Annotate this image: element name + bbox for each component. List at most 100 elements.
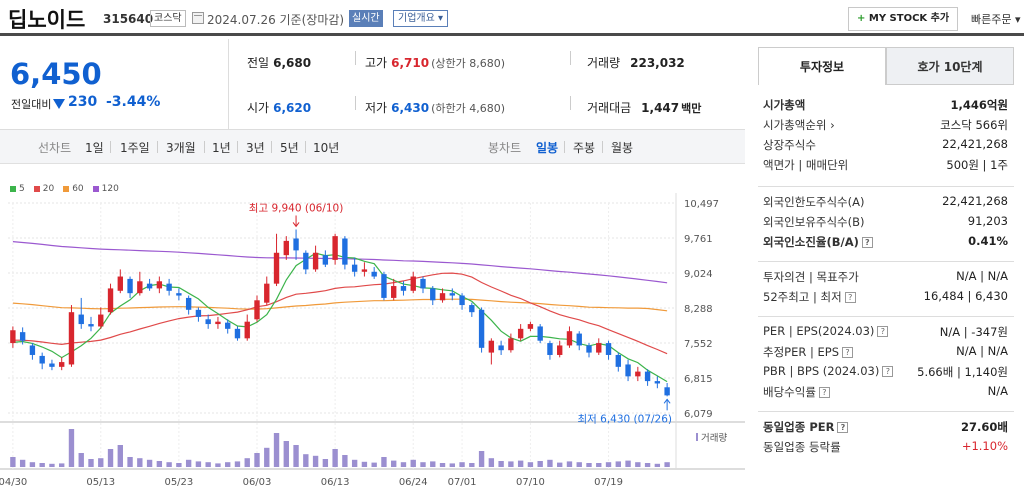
- candle-body: [244, 321, 250, 339]
- volume-bar: [586, 463, 592, 467]
- period-1d[interactable]: 1일: [85, 141, 104, 155]
- period-5y[interactable]: 5년: [280, 141, 299, 155]
- help-icon[interactable]: ?: [882, 366, 894, 377]
- candle-body: [527, 324, 534, 329]
- x-tick-label: 07/19: [594, 477, 623, 488]
- help-icon[interactable]: ?: [842, 347, 854, 358]
- candle-body: [225, 322, 231, 329]
- line-chart-label[interactable]: 선차트: [38, 141, 72, 155]
- candle-weekly[interactable]: 주봉: [573, 141, 596, 155]
- candle-monthly[interactable]: 월봉: [611, 141, 634, 155]
- y-tick-label: 7,552: [684, 339, 713, 350]
- info-key: PBR | BPS (2024.03)?: [763, 364, 894, 378]
- candle-body: [391, 286, 397, 298]
- volume-bar: [576, 462, 582, 467]
- volume-bar: [68, 429, 75, 467]
- period-1y[interactable]: 1년: [212, 141, 231, 155]
- help-icon[interactable]: ?: [861, 237, 873, 248]
- info-value: 500원 | 1주: [946, 158, 1008, 172]
- volume-bar: [322, 459, 329, 467]
- reference-date: 2024.07.26 기준(장마감): [207, 13, 345, 27]
- info-value: +1.10%: [961, 439, 1008, 453]
- tab-investment-info[interactable]: 투자정보: [758, 47, 886, 85]
- candle-body: [478, 309, 485, 348]
- candle-body: [264, 283, 270, 303]
- info-key: 동일업종 등락률: [763, 439, 841, 455]
- candle-daily[interactable]: 일봉: [536, 141, 559, 155]
- info-value: 22,421,268: [942, 194, 1008, 208]
- candle-body: [312, 252, 319, 270]
- legend-swatch: [92, 185, 99, 192]
- info-row: 배당수익률? N/A: [758, 382, 1018, 402]
- volume-bar: [478, 451, 485, 467]
- period-10y[interactable]: 10년: [313, 141, 340, 155]
- ma20-line: [12, 272, 668, 355]
- help-icon[interactable]: ?: [844, 292, 856, 303]
- divider: [110, 141, 111, 153]
- candle-body: [215, 321, 221, 325]
- legend-item-ma20[interactable]: 20: [33, 184, 54, 194]
- volume-bar: [293, 445, 299, 467]
- volume-bar: [439, 463, 446, 467]
- candle-body: [195, 309, 202, 317]
- stock-name[interactable]: 딥노이드: [8, 8, 86, 32]
- low-price: 저가 6,430 (하한가 4,680): [365, 99, 505, 116]
- legend-item-ma5[interactable]: 5: [10, 184, 25, 194]
- candle-body: [68, 312, 75, 365]
- candle-body: [283, 240, 289, 256]
- info-value: 22,421,268: [942, 137, 1008, 151]
- candle-body: [29, 345, 36, 355]
- candle-body: [420, 278, 426, 289]
- tab-order-book[interactable]: 호가 10단계: [886, 47, 1014, 85]
- candle-body: [371, 271, 377, 277]
- period-3y[interactable]: 3년: [246, 141, 265, 155]
- change-percent: -3.44%: [106, 94, 161, 110]
- info-row: 외국인보유주식수(B) 91,203: [758, 212, 1018, 232]
- period-1w[interactable]: 1주일: [120, 141, 150, 155]
- candlestick-chart[interactable]: 10,497 9,761 9,024 8,288 7,552 6,815 6,079 04/3…: [0, 165, 745, 493]
- realtime-button[interactable]: 실시간: [349, 10, 383, 27]
- volume-bar: [557, 462, 563, 467]
- legend-item-ma120[interactable]: 120: [92, 184, 119, 194]
- candle-body: [137, 281, 143, 294]
- candle-body: [127, 278, 133, 294]
- legend-item-ma60[interactable]: 60: [63, 184, 84, 194]
- candle-body: [254, 300, 260, 320]
- change-label: 전일대비: [11, 98, 52, 111]
- info-value: 1,446억원: [950, 98, 1008, 112]
- x-tick-label: 04/30: [0, 477, 27, 488]
- help-icon[interactable]: ?: [877, 326, 889, 337]
- low-arrowhead-icon: [663, 398, 671, 404]
- info-value: 0.41%: [968, 234, 1008, 248]
- volume-bar: [39, 463, 45, 467]
- volume-bar: [664, 462, 670, 467]
- info-key: 투자의견 | 목표주가: [763, 269, 859, 285]
- divider: [758, 186, 1014, 187]
- volume-bar: [654, 463, 661, 467]
- period-3m[interactable]: 3개월: [166, 141, 196, 155]
- info-group: 투자의견 | 목표주가 N/A | N/A 52주최고 | 최저? 16,484 | …: [758, 267, 1018, 307]
- help-icon[interactable]: ?: [837, 422, 849, 433]
- candle-body: [361, 269, 368, 272]
- volume-bar: [273, 433, 280, 467]
- candle-body: [322, 255, 329, 265]
- company-overview-dropdown[interactable]: 기업개요 ▾: [393, 10, 448, 27]
- help-icon[interactable]: ?: [818, 387, 830, 398]
- volume: 거래량 223,032: [587, 54, 685, 71]
- candle-body: [644, 371, 651, 382]
- info-key-text: 동일업종 등락률: [763, 440, 841, 454]
- info-tabs: 투자정보 호가 10단계: [758, 47, 1014, 85]
- divider: [570, 96, 571, 110]
- volume-label: 거래량: [587, 56, 621, 70]
- candle-body: [39, 355, 45, 364]
- info-key-text: 시가총액: [763, 98, 806, 112]
- candle-chart-label[interactable]: 봉차트: [488, 141, 522, 155]
- candle-body: [88, 324, 94, 327]
- quick-order-button[interactable]: 빠른주문 ▾: [971, 13, 1021, 26]
- add-mystock-button[interactable]: + MY STOCK 추가: [848, 7, 959, 31]
- legend-swatch: [33, 185, 40, 192]
- y-tick-label: 6,079: [684, 409, 713, 420]
- volume-bar: [215, 463, 221, 467]
- volume-bar: [342, 455, 348, 467]
- volume-bar: [400, 462, 407, 467]
